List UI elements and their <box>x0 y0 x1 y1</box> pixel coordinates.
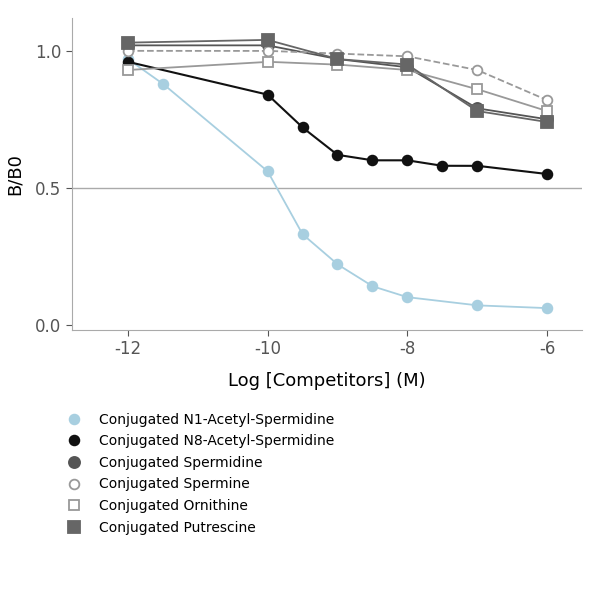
Conjugated N1-Acetyl-Spermidine <box>473 302 481 309</box>
Conjugated Spermidine <box>334 55 341 62</box>
Conjugated Ornithine <box>264 58 271 65</box>
Conjugated N1-Acetyl-Spermidine <box>334 261 341 268</box>
Conjugated Ornithine <box>334 61 341 68</box>
Conjugated Spermine <box>404 53 411 60</box>
Conjugated Spermine <box>544 97 551 104</box>
Conjugated N8-Acetyl-Spermidine <box>299 124 306 131</box>
Conjugated N1-Acetyl-Spermidine <box>264 167 271 175</box>
Conjugated N8-Acetyl-Spermidine <box>473 162 481 169</box>
Conjugated N8-Acetyl-Spermidine <box>439 162 446 169</box>
Conjugated Putrescine <box>124 39 131 46</box>
Line: Conjugated Putrescine: Conjugated Putrescine <box>122 34 553 128</box>
Legend: Conjugated N1-Acetyl-Spermidine, Conjugated N8-Acetyl-Spermidine, Conjugated Spe: Conjugated N1-Acetyl-Spermidine, Conjuga… <box>53 406 341 542</box>
Conjugated Putrescine <box>264 36 271 43</box>
Conjugated N8-Acetyl-Spermidine <box>334 151 341 158</box>
Conjugated Spermine <box>264 47 271 55</box>
Conjugated Spermine <box>473 67 481 74</box>
Conjugated N1-Acetyl-Spermidine <box>544 305 551 312</box>
Conjugated Spermidine <box>124 42 131 49</box>
Y-axis label: B/B0: B/B0 <box>6 153 24 195</box>
Line: Conjugated N8-Acetyl-Spermidine: Conjugated N8-Acetyl-Spermidine <box>123 57 552 179</box>
Line: Conjugated Spermine: Conjugated Spermine <box>123 46 552 105</box>
Conjugated Spermine <box>124 47 131 55</box>
Conjugated N8-Acetyl-Spermidine <box>264 91 271 98</box>
X-axis label: Log [Competitors] (M): Log [Competitors] (M) <box>228 373 426 391</box>
Conjugated Ornithine <box>544 107 551 115</box>
Conjugated N1-Acetyl-Spermidine <box>299 230 306 238</box>
Conjugated Spermidine <box>404 64 411 71</box>
Conjugated Spermidine <box>473 105 481 112</box>
Conjugated Ornithine <box>124 67 131 74</box>
Conjugated N8-Acetyl-Spermidine <box>369 157 376 164</box>
Conjugated N8-Acetyl-Spermidine <box>404 157 411 164</box>
Conjugated N1-Acetyl-Spermidine <box>369 283 376 290</box>
Conjugated N1-Acetyl-Spermidine <box>159 80 166 87</box>
Line: Conjugated N1-Acetyl-Spermidine: Conjugated N1-Acetyl-Spermidine <box>123 54 552 313</box>
Conjugated Ornithine <box>404 67 411 74</box>
Conjugated Spermidine <box>544 116 551 123</box>
Conjugated Putrescine <box>404 61 411 68</box>
Conjugated Ornithine <box>473 86 481 93</box>
Conjugated N1-Acetyl-Spermidine <box>124 55 131 62</box>
Conjugated N8-Acetyl-Spermidine <box>544 170 551 178</box>
Conjugated Putrescine <box>334 55 341 62</box>
Conjugated N1-Acetyl-Spermidine <box>404 293 411 301</box>
Line: Conjugated Ornithine: Conjugated Ornithine <box>123 57 552 116</box>
Conjugated Spermidine <box>264 42 271 49</box>
Conjugated Putrescine <box>544 118 551 125</box>
Conjugated Spermine <box>334 50 341 57</box>
Line: Conjugated Spermidine: Conjugated Spermidine <box>122 40 553 125</box>
Conjugated N8-Acetyl-Spermidine <box>124 58 131 65</box>
Conjugated Putrescine <box>473 107 481 115</box>
